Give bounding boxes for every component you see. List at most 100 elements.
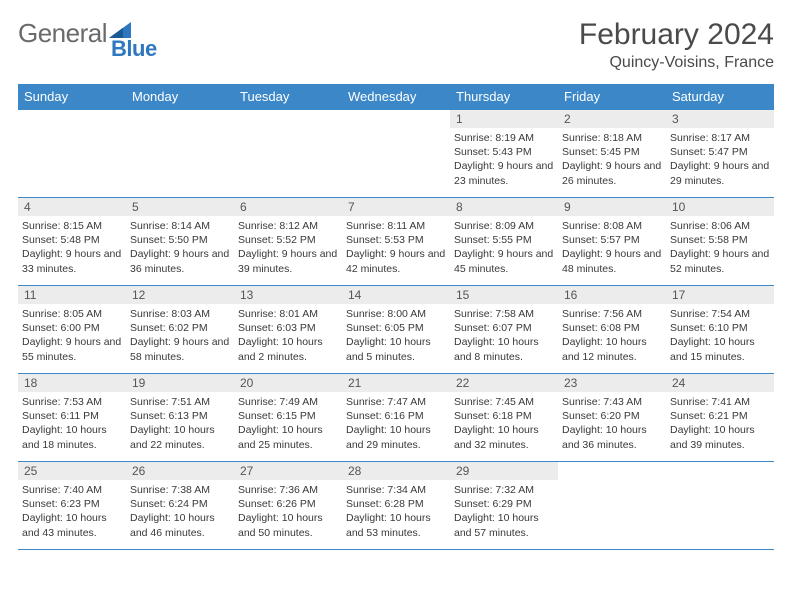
- sunset-line: Sunset: 6:00 PM: [22, 321, 122, 335]
- sunset-line: Sunset: 6:10 PM: [670, 321, 770, 335]
- sunset-line: Sunset: 6:11 PM: [22, 409, 122, 423]
- day-details: Sunrise: 8:05 AMSunset: 6:00 PMDaylight:…: [18, 304, 126, 366]
- weekday-header-row: SundayMondayTuesdayWednesdayThursdayFrid…: [18, 84, 774, 110]
- daylight-line: Daylight: 9 hours and 55 minutes.: [22, 335, 122, 363]
- day-details: Sunrise: 7:32 AMSunset: 6:29 PMDaylight:…: [450, 480, 558, 542]
- calendar-row: ....1Sunrise: 8:19 AMSunset: 5:43 PMDayl…: [18, 110, 774, 198]
- calendar-cell: 25Sunrise: 7:40 AMSunset: 6:23 PMDayligh…: [18, 462, 126, 550]
- calendar-cell: .: [558, 462, 666, 550]
- day-details: Sunrise: 7:36 AMSunset: 6:26 PMDaylight:…: [234, 480, 342, 542]
- calendar-cell: .: [342, 110, 450, 198]
- day-details: Sunrise: 8:14 AMSunset: 5:50 PMDaylight:…: [126, 216, 234, 278]
- calendar-cell: 15Sunrise: 7:58 AMSunset: 6:07 PMDayligh…: [450, 286, 558, 374]
- sunrise-line: Sunrise: 8:03 AM: [130, 307, 230, 321]
- logo: General Blue: [18, 18, 157, 62]
- day-details: Sunrise: 8:17 AMSunset: 5:47 PMDaylight:…: [666, 128, 774, 190]
- calendar-cell: 23Sunrise: 7:43 AMSunset: 6:20 PMDayligh…: [558, 374, 666, 462]
- calendar-cell: .: [666, 462, 774, 550]
- sunrise-line: Sunrise: 8:11 AM: [346, 219, 446, 233]
- daylight-line: Daylight: 9 hours and 52 minutes.: [670, 247, 770, 275]
- weekday-header: Friday: [558, 84, 666, 110]
- sunset-line: Sunset: 6:05 PM: [346, 321, 446, 335]
- day-details: Sunrise: 8:06 AMSunset: 5:58 PMDaylight:…: [666, 216, 774, 278]
- calendar-row: 25Sunrise: 7:40 AMSunset: 6:23 PMDayligh…: [18, 462, 774, 550]
- sunrise-line: Sunrise: 7:53 AM: [22, 395, 122, 409]
- day-details: Sunrise: 7:51 AMSunset: 6:13 PMDaylight:…: [126, 392, 234, 454]
- day-number: 23: [558, 374, 666, 392]
- sunrise-line: Sunrise: 8:12 AM: [238, 219, 338, 233]
- sunset-line: Sunset: 6:18 PM: [454, 409, 554, 423]
- calendar-cell: 5Sunrise: 8:14 AMSunset: 5:50 PMDaylight…: [126, 198, 234, 286]
- sunset-line: Sunset: 5:52 PM: [238, 233, 338, 247]
- calendar-cell: 3Sunrise: 8:17 AMSunset: 5:47 PMDaylight…: [666, 110, 774, 198]
- day-number: 11: [18, 286, 126, 304]
- title-block: February 2024 Quincy-Voisins, France: [579, 18, 774, 72]
- sunset-line: Sunset: 6:21 PM: [670, 409, 770, 423]
- calendar-cell: 26Sunrise: 7:38 AMSunset: 6:24 PMDayligh…: [126, 462, 234, 550]
- day-number: 19: [126, 374, 234, 392]
- daylight-line: Daylight: 9 hours and 33 minutes.: [22, 247, 122, 275]
- day-number: 17: [666, 286, 774, 304]
- sunset-line: Sunset: 6:03 PM: [238, 321, 338, 335]
- sunset-line: Sunset: 6:07 PM: [454, 321, 554, 335]
- calendar-cell: .: [234, 110, 342, 198]
- sunrise-line: Sunrise: 8:06 AM: [670, 219, 770, 233]
- day-number: 3: [666, 110, 774, 128]
- calendar-row: 11Sunrise: 8:05 AMSunset: 6:00 PMDayligh…: [18, 286, 774, 374]
- sunset-line: Sunset: 5:53 PM: [346, 233, 446, 247]
- sunset-line: Sunset: 6:08 PM: [562, 321, 662, 335]
- month-title: February 2024: [579, 18, 774, 52]
- sunrise-line: Sunrise: 8:01 AM: [238, 307, 338, 321]
- daylight-line: Daylight: 10 hours and 22 minutes.: [130, 423, 230, 451]
- sunset-line: Sunset: 6:15 PM: [238, 409, 338, 423]
- sunrise-line: Sunrise: 7:49 AM: [238, 395, 338, 409]
- day-details: Sunrise: 7:45 AMSunset: 6:18 PMDaylight:…: [450, 392, 558, 454]
- day-number: 6: [234, 198, 342, 216]
- daylight-line: Daylight: 10 hours and 15 minutes.: [670, 335, 770, 363]
- daylight-line: Daylight: 9 hours and 45 minutes.: [454, 247, 554, 275]
- day-number: 8: [450, 198, 558, 216]
- calendar-cell: 29Sunrise: 7:32 AMSunset: 6:29 PMDayligh…: [450, 462, 558, 550]
- sunrise-line: Sunrise: 8:05 AM: [22, 307, 122, 321]
- daylight-line: Daylight: 9 hours and 36 minutes.: [130, 247, 230, 275]
- daylight-line: Daylight: 10 hours and 8 minutes.: [454, 335, 554, 363]
- daylight-line: Daylight: 10 hours and 2 minutes.: [238, 335, 338, 363]
- sunset-line: Sunset: 5:45 PM: [562, 145, 662, 159]
- sunset-line: Sunset: 6:26 PM: [238, 497, 338, 511]
- daylight-line: Daylight: 10 hours and 50 minutes.: [238, 511, 338, 539]
- daylight-line: Daylight: 9 hours and 48 minutes.: [562, 247, 662, 275]
- day-number: 9: [558, 198, 666, 216]
- calendar-cell: 21Sunrise: 7:47 AMSunset: 6:16 PMDayligh…: [342, 374, 450, 462]
- day-number: 14: [342, 286, 450, 304]
- calendar-cell: 10Sunrise: 8:06 AMSunset: 5:58 PMDayligh…: [666, 198, 774, 286]
- daylight-line: Daylight: 10 hours and 12 minutes.: [562, 335, 662, 363]
- sunrise-line: Sunrise: 7:34 AM: [346, 483, 446, 497]
- sunrise-line: Sunrise: 8:19 AM: [454, 131, 554, 145]
- weekday-header: Thursday: [450, 84, 558, 110]
- sunrise-line: Sunrise: 7:58 AM: [454, 307, 554, 321]
- calendar-cell: 1Sunrise: 8:19 AMSunset: 5:43 PMDaylight…: [450, 110, 558, 198]
- sunset-line: Sunset: 5:43 PM: [454, 145, 554, 159]
- sunset-line: Sunset: 6:02 PM: [130, 321, 230, 335]
- sunset-line: Sunset: 6:28 PM: [346, 497, 446, 511]
- calendar-cell: 28Sunrise: 7:34 AMSunset: 6:28 PMDayligh…: [342, 462, 450, 550]
- sunrise-line: Sunrise: 8:14 AM: [130, 219, 230, 233]
- calendar-cell: 24Sunrise: 7:41 AMSunset: 6:21 PMDayligh…: [666, 374, 774, 462]
- daylight-line: Daylight: 10 hours and 32 minutes.: [454, 423, 554, 451]
- sunrise-line: Sunrise: 7:43 AM: [562, 395, 662, 409]
- day-details: Sunrise: 8:18 AMSunset: 5:45 PMDaylight:…: [558, 128, 666, 190]
- day-number: 28: [342, 462, 450, 480]
- sunset-line: Sunset: 5:55 PM: [454, 233, 554, 247]
- weekday-header: Monday: [126, 84, 234, 110]
- calendar-cell: 7Sunrise: 8:11 AMSunset: 5:53 PMDaylight…: [342, 198, 450, 286]
- daylight-line: Daylight: 9 hours and 26 minutes.: [562, 159, 662, 187]
- day-number: 4: [18, 198, 126, 216]
- day-details: Sunrise: 7:54 AMSunset: 6:10 PMDaylight:…: [666, 304, 774, 366]
- day-details: Sunrise: 7:47 AMSunset: 6:16 PMDaylight:…: [342, 392, 450, 454]
- sunrise-line: Sunrise: 7:38 AM: [130, 483, 230, 497]
- daylight-line: Daylight: 9 hours and 39 minutes.: [238, 247, 338, 275]
- day-details: Sunrise: 8:19 AMSunset: 5:43 PMDaylight:…: [450, 128, 558, 190]
- day-number: 21: [342, 374, 450, 392]
- daylight-line: Daylight: 10 hours and 5 minutes.: [346, 335, 446, 363]
- calendar-row: 18Sunrise: 7:53 AMSunset: 6:11 PMDayligh…: [18, 374, 774, 462]
